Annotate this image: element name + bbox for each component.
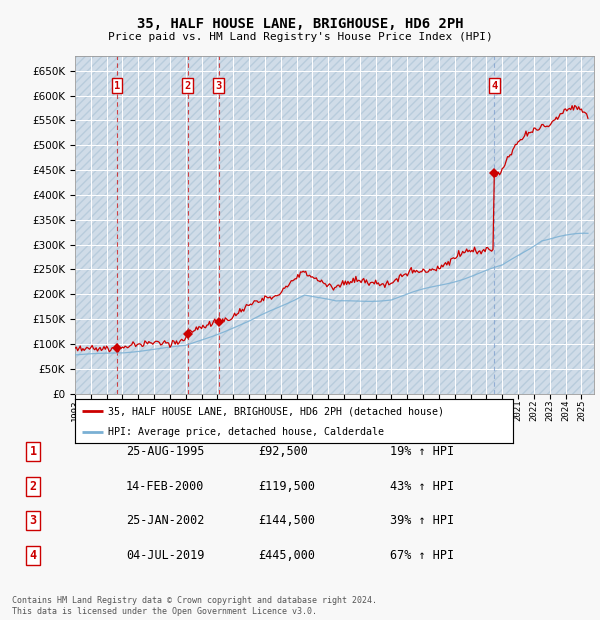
Text: 43% ↑ HPI: 43% ↑ HPI <box>390 480 454 492</box>
Text: 3: 3 <box>215 81 221 91</box>
Text: 4: 4 <box>491 81 497 91</box>
Text: HPI: Average price, detached house, Calderdale: HPI: Average price, detached house, Cald… <box>108 427 384 437</box>
Text: £119,500: £119,500 <box>258 480 315 492</box>
Text: 67% ↑ HPI: 67% ↑ HPI <box>390 549 454 562</box>
Text: £144,500: £144,500 <box>258 515 315 527</box>
Text: Price paid vs. HM Land Registry's House Price Index (HPI): Price paid vs. HM Land Registry's House … <box>107 32 493 42</box>
Text: 1: 1 <box>29 445 37 458</box>
Text: 2: 2 <box>29 480 37 492</box>
Text: 35, HALF HOUSE LANE, BRIGHOUSE, HD6 2PH: 35, HALF HOUSE LANE, BRIGHOUSE, HD6 2PH <box>137 17 463 32</box>
Text: 14-FEB-2000: 14-FEB-2000 <box>126 480 205 492</box>
Text: 1: 1 <box>114 81 120 91</box>
Text: 04-JUL-2019: 04-JUL-2019 <box>126 549 205 562</box>
Text: 2: 2 <box>185 81 191 91</box>
Text: 39% ↑ HPI: 39% ↑ HPI <box>390 515 454 527</box>
Text: 4: 4 <box>29 549 37 562</box>
Text: £92,500: £92,500 <box>258 445 308 458</box>
Text: £445,000: £445,000 <box>258 549 315 562</box>
Text: 19% ↑ HPI: 19% ↑ HPI <box>390 445 454 458</box>
Text: 25-AUG-1995: 25-AUG-1995 <box>126 445 205 458</box>
Text: 25-JAN-2002: 25-JAN-2002 <box>126 515 205 527</box>
Text: Contains HM Land Registry data © Crown copyright and database right 2024.: Contains HM Land Registry data © Crown c… <box>12 596 377 604</box>
Text: 3: 3 <box>29 515 37 527</box>
Text: This data is licensed under the Open Government Licence v3.0.: This data is licensed under the Open Gov… <box>12 607 317 616</box>
Text: 35, HALF HOUSE LANE, BRIGHOUSE, HD6 2PH (detached house): 35, HALF HOUSE LANE, BRIGHOUSE, HD6 2PH … <box>108 406 444 416</box>
